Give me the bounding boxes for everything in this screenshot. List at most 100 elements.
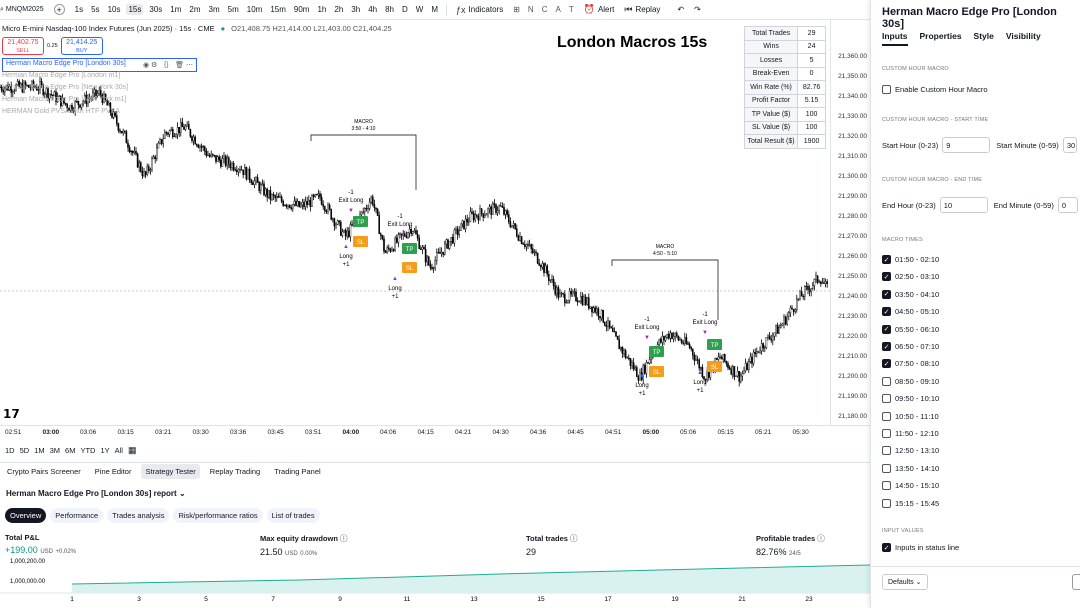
- cross-icon[interactable]: C: [541, 5, 548, 14]
- undo-button[interactable]: ↶: [677, 5, 684, 14]
- macro-row[interactable]: 12:50 - 13:10: [882, 446, 939, 456]
- calendar-icon[interactable]: ▦: [127, 444, 137, 455]
- macro-row[interactable]: 15:15 - 15:45: [882, 498, 939, 508]
- macro-row[interactable]: 14:50 - 15:10: [882, 481, 939, 491]
- range-YTD[interactable]: YTD: [80, 445, 96, 455]
- tab-trading-panel[interactable]: Trading Panel: [274, 467, 321, 476]
- macro-checkbox[interactable]: ✓: [882, 272, 891, 282]
- panel-tab-properties[interactable]: Properties: [919, 31, 962, 41]
- macro-row[interactable]: ✓ 02:50 - 03:10: [882, 272, 939, 282]
- timeframe-W[interactable]: W: [415, 5, 424, 14]
- compare-icon[interactable]: N: [527, 5, 534, 14]
- timeframe-2m[interactable]: 2m: [189, 5, 201, 14]
- tab-crypto-pairs-screener[interactable]: Crypto Pairs Screener: [7, 467, 81, 476]
- timeframe-90m[interactable]: 90m: [293, 5, 310, 14]
- panel-tab-inputs[interactable]: Inputs: [882, 31, 908, 46]
- report-tab-overview[interactable]: Overview: [5, 508, 47, 523]
- macro-checkbox[interactable]: ✓: [882, 255, 891, 264]
- timeframe-10m[interactable]: 10m: [246, 5, 263, 14]
- timeframe-15s[interactable]: 15s: [126, 4, 144, 15]
- start-minute-input[interactable]: 30: [1062, 137, 1077, 153]
- indicator-row[interactable]: Herman Macro Edge Pro [London m1]: [2, 72, 121, 79]
- tab-strategy-tester[interactable]: Strategy Tester: [141, 464, 200, 479]
- timeframe-5m[interactable]: 5m: [227, 5, 239, 14]
- timeframe-1h[interactable]: 1h: [317, 5, 327, 14]
- timeframe-1s[interactable]: 1s: [74, 5, 84, 14]
- panel-tab-style[interactable]: Style: [973, 31, 994, 41]
- enable-custom-checkbox[interactable]: [882, 85, 891, 94]
- tools-icon[interactable]: T: [568, 5, 574, 14]
- macro-checkbox[interactable]: [882, 376, 891, 386]
- macro-row[interactable]: 13:50 - 14:10: [882, 463, 939, 473]
- macro-checkbox[interactable]: ✓: [882, 307, 891, 317]
- range-1M[interactable]: 1M: [34, 445, 45, 455]
- sell-button[interactable]: 21,402.75 SELL: [2, 37, 44, 55]
- status-line-checkbox[interactable]: ✓: [882, 543, 891, 552]
- end-hour-input[interactable]: 10: [939, 197, 988, 213]
- macro-checkbox[interactable]: [882, 429, 891, 438]
- alert-types-icon[interactable]: A: [555, 5, 561, 14]
- equity-chart[interactable]: 1,000,200.001,000,000.001 3 5 7 9 11 13 15 17 19 2…: [0, 556, 870, 608]
- layout-icons[interactable]: ⊞ N C A T: [513, 5, 574, 14]
- replay-button[interactable]: ⏮ Replay: [624, 4, 660, 15]
- info-icon[interactable]: ⓘ: [570, 534, 578, 543]
- price-axis[interactable]: 21,360.00 21,350.00 21,340.00 21,330.00 21,3…: [830, 20, 870, 425]
- info-icon[interactable]: ⓘ: [817, 534, 825, 543]
- macro-checkbox[interactable]: [882, 411, 891, 421]
- macro-row[interactable]: ✓ 04:50 - 05:10: [882, 307, 939, 317]
- info-icon[interactable]: ⓘ: [340, 534, 348, 543]
- range-All[interactable]: All: [114, 445, 123, 455]
- end-minute-input[interactable]: 0: [1057, 197, 1078, 213]
- macro-row[interactable]: 09:50 - 10:10: [882, 394, 939, 404]
- macro-checkbox[interactable]: [882, 481, 891, 491]
- timeframe-D[interactable]: D: [402, 5, 408, 14]
- timeframe-10s[interactable]: 10s: [107, 5, 121, 14]
- range-3M[interactable]: 3M: [49, 445, 61, 455]
- macro-checkbox[interactable]: ✓: [882, 289, 891, 299]
- timeframe-8h[interactable]: 8h: [385, 5, 394, 14]
- range-1D[interactable]: 1D: [5, 445, 15, 455]
- indicator-row[interactable]: Herman Macro Edge Pro [New York 30s]: [2, 84, 129, 91]
- range-5D[interactable]: 5D: [19, 445, 30, 455]
- timeframe-3h[interactable]: 3h: [351, 5, 361, 14]
- tab-replay-trading[interactable]: Replay Trading: [209, 467, 261, 476]
- macro-row[interactable]: 10:50 - 11:10: [882, 411, 939, 421]
- defaults-dropdown[interactable]: Defaults ⌄: [882, 574, 928, 590]
- start-hour-input[interactable]: 9: [942, 137, 991, 153]
- report-title[interactable]: Herman Macro Edge Pro [London 30s] repor…: [6, 489, 186, 498]
- template-icon[interactable]: ⊞: [513, 5, 520, 14]
- timeframe-30s[interactable]: 30s: [149, 5, 163, 14]
- symbol-search[interactable]: ⌕ MNQM2025: [0, 6, 44, 14]
- redo-button[interactable]: ↷: [694, 5, 701, 14]
- indicator-row[interactable]: HERMAN Gold PVSA with HTF PVSA: [2, 108, 120, 115]
- status-line-row[interactable]: ✓ Inputs in status line: [882, 543, 959, 552]
- timeframe-3m[interactable]: 3m: [208, 5, 220, 14]
- timeframe-15m[interactable]: 15m: [270, 5, 286, 14]
- buy-button[interactable]: 21,414.25 BUY: [60, 37, 103, 55]
- indicator-row[interactable]: Herman Macro Edge Pro [New York m1]: [2, 96, 127, 103]
- macro-row[interactable]: ✓ 03:50 - 04:10: [882, 289, 939, 299]
- macro-row[interactable]: ✓ 07:50 - 08:10: [882, 359, 939, 369]
- macro-row[interactable]: ✓ 05:50 - 06:10: [882, 324, 939, 334]
- enable-custom-row[interactable]: Enable Custom Hour Macro: [882, 85, 988, 94]
- macro-checkbox[interactable]: [882, 446, 891, 456]
- range-1Y[interactable]: 1Y: [100, 445, 110, 455]
- macro-row[interactable]: 08:50 - 09:10: [882, 376, 939, 386]
- tab-pine-editor[interactable]: Pine Editor: [94, 467, 132, 476]
- macro-row[interactable]: ✓ 01:50 - 02:10: [882, 255, 939, 264]
- report-tab-performance[interactable]: Performance: [50, 508, 104, 523]
- indicators-button[interactable]: ƒx Indicators: [456, 5, 503, 15]
- report-tab-trades-analysis[interactable]: Trades analysis: [107, 508, 170, 523]
- indicator-row-main[interactable]: Herman Macro Edge Pro [London 30s] ◉ ⚙ ｛｝…: [2, 58, 197, 72]
- alert-button[interactable]: ⏰ Alert: [584, 4, 615, 15]
- macro-row[interactable]: ✓ 06:50 - 07:10: [882, 342, 939, 351]
- timeframe-4h[interactable]: 4h: [368, 5, 378, 14]
- range-6M[interactable]: 6M: [65, 445, 76, 455]
- cancel-button[interactable]: [1072, 574, 1080, 590]
- macro-checkbox[interactable]: ✓: [882, 342, 891, 351]
- timeframe-1m[interactable]: 1m: [170, 5, 182, 14]
